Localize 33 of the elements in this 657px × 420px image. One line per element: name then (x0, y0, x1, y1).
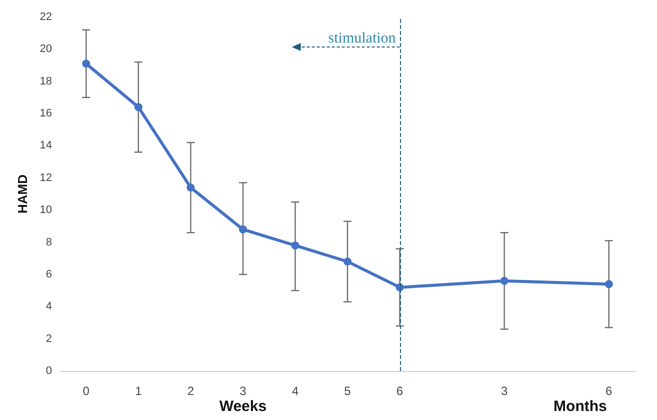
x-tick-label: 3 (500, 384, 508, 398)
x-tick-label: 3 (240, 384, 247, 398)
x-tick-label: 4 (292, 384, 299, 398)
x-axis-title: Weeks (219, 398, 267, 415)
y-tick-label: 8 (46, 236, 52, 248)
ref-line-label: stimulation (328, 30, 396, 46)
y-tick-label: 4 (46, 300, 52, 313)
x-tick-label: 1 (135, 384, 142, 398)
y-tick-label: 6 (46, 268, 52, 280)
x-tick-label: 0 (82, 384, 90, 398)
y-tick-label: 16 (40, 108, 52, 120)
y-tick-label: 20 (40, 43, 52, 56)
y-tick-label: 18 (40, 75, 52, 88)
y-axis-title: HAMD (14, 174, 30, 214)
point (604, 280, 613, 288)
point (344, 258, 352, 266)
point (82, 60, 90, 68)
point (238, 225, 247, 234)
y-tick-label: 0 (46, 365, 52, 377)
y-tick-label: 12 (40, 172, 52, 184)
y-tick-label: 14 (40, 140, 52, 152)
y-tick-label: 22 (40, 11, 52, 23)
x-tick-label: 6 (606, 384, 613, 398)
y-tick-label: 2 (46, 332, 52, 345)
point (186, 184, 195, 192)
text: Months (554, 398, 607, 415)
point (500, 276, 508, 285)
point (134, 103, 142, 112)
y-tick-label: 10 (40, 204, 52, 216)
point (291, 241, 300, 250)
x-tick-label: 2 (187, 384, 194, 398)
x-tick-label: 5 (344, 384, 352, 398)
x-tick-label: 6 (396, 384, 404, 398)
